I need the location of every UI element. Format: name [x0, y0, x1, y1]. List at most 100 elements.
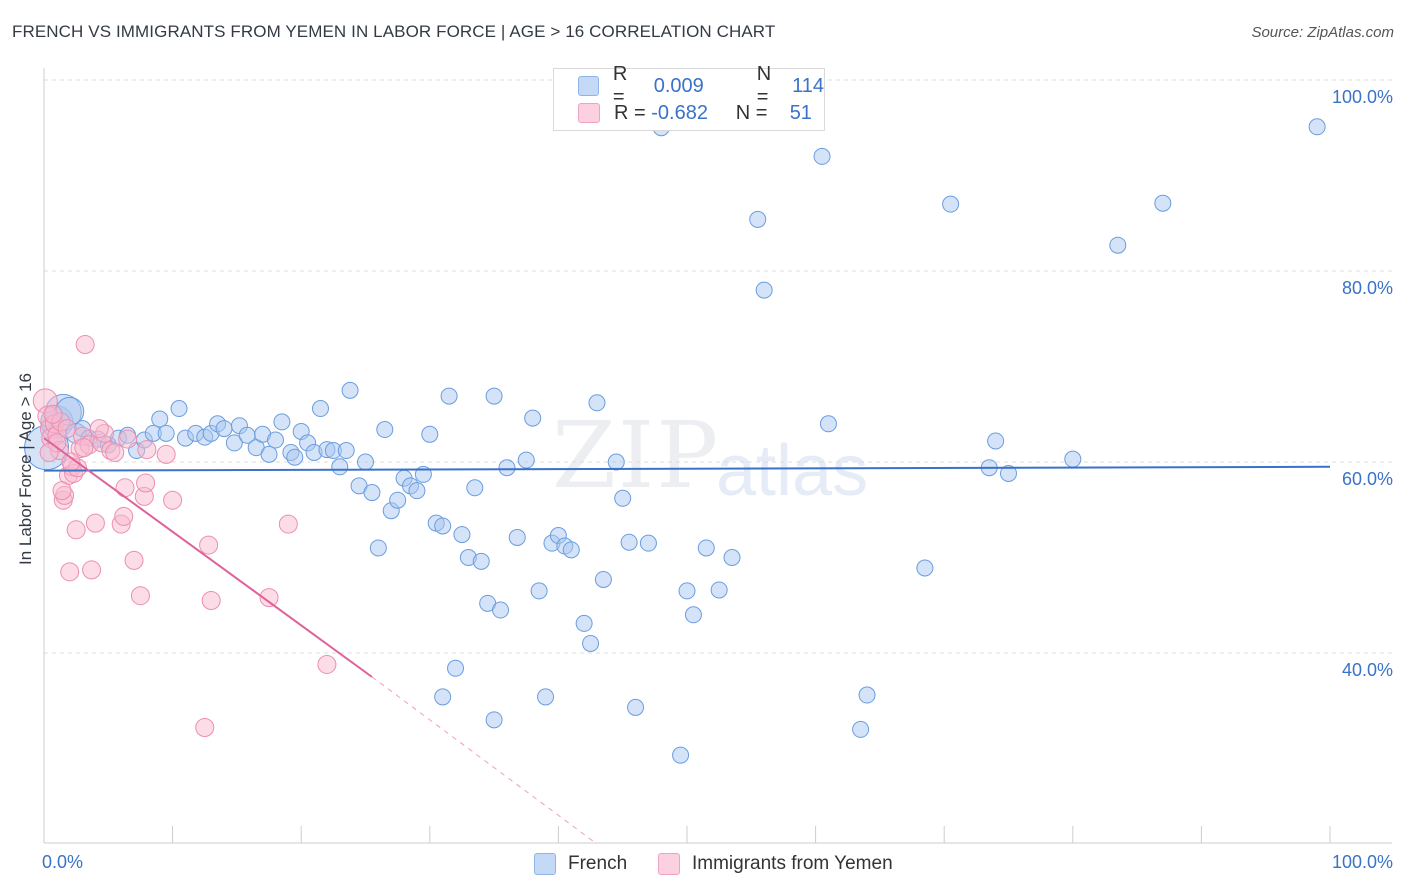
yemen-point: [60, 562, 80, 582]
french-point: [170, 400, 188, 418]
french-point: [389, 491, 407, 509]
french-point: [723, 549, 741, 566]
y-tick-label: 60.0%: [1341, 469, 1393, 489]
yemen-point: [201, 590, 221, 610]
watermark-atlas: atlas: [716, 431, 869, 511]
yemen-trendline-extension: [371, 676, 598, 845]
legend-label-french: French: [568, 853, 628, 874]
french-point: [582, 634, 600, 652]
french-point: [562, 541, 580, 559]
y-tick-label: 40.0%: [1341, 660, 1393, 680]
french-point: [447, 659, 465, 677]
yemen-point: [114, 506, 134, 526]
n-value: 51: [789, 101, 812, 124]
french-point: [639, 534, 657, 552]
french-point: [678, 582, 696, 600]
french-point: [916, 559, 934, 577]
french-point: [408, 482, 426, 500]
french-point: [537, 688, 555, 706]
french-point: [341, 381, 359, 399]
french-point: [434, 517, 452, 535]
yemen-point: [118, 429, 138, 449]
french-swatch: [578, 76, 599, 96]
yemen-point: [199, 535, 219, 555]
r-value: 0.009: [653, 74, 704, 97]
yemen-point: [75, 335, 95, 355]
french-point: [498, 459, 516, 477]
r-value: -0.682: [651, 101, 708, 124]
french-point: [620, 533, 638, 551]
french-point: [363, 484, 381, 502]
french-point: [1308, 118, 1326, 136]
watermark-zip: ZIP: [552, 402, 721, 509]
french-point: [376, 421, 394, 439]
yemen-point: [39, 442, 59, 462]
legend-item-yemen[interactable]: Immigrants from Yemen: [658, 851, 893, 877]
french-point: [588, 394, 606, 412]
r-label: R =: [612, 63, 628, 108]
yemen-point: [66, 520, 86, 540]
legend-label-yemen: Immigrants from Yemen: [692, 853, 893, 874]
yemen-point: [130, 586, 150, 606]
yemen-point: [195, 717, 215, 737]
legend-item-french[interactable]: French: [534, 851, 627, 877]
x-tick-label: 0.0%: [42, 852, 84, 872]
french-point: [260, 445, 278, 463]
french-point: [485, 711, 503, 729]
french-point: [749, 210, 767, 228]
yemen-point: [163, 490, 183, 510]
french-point: [151, 410, 169, 428]
source-label: Source: ZipAtlas.com: [1251, 24, 1394, 41]
french-point: [697, 539, 715, 557]
yemen-point: [156, 444, 176, 464]
french-point: [331, 458, 349, 476]
n-label: N =: [735, 101, 768, 124]
french-point: [434, 688, 452, 706]
french-point: [273, 413, 291, 431]
yemen-point: [89, 419, 109, 439]
french-point: [369, 539, 387, 557]
yemen-point: [82, 560, 102, 580]
french-point: [852, 720, 870, 738]
french-point: [225, 434, 243, 452]
yemen-point: [278, 514, 298, 534]
french-legend-swatch: [534, 853, 556, 875]
r-label: R =: [614, 101, 646, 124]
yemen-point: [105, 442, 125, 462]
yemen-point: [85, 513, 105, 533]
french-point: [819, 415, 837, 433]
y-tick-label: 80.0%: [1341, 278, 1393, 298]
french-point: [987, 432, 1005, 450]
french-point: [472, 552, 490, 570]
french-point: [421, 425, 439, 443]
french-point: [485, 387, 503, 405]
french-point: [1000, 464, 1017, 482]
french-point: [594, 570, 612, 588]
chart-title: FRENCH VS IMMIGRANTS FROM YEMEN IN LABOR…: [12, 22, 776, 41]
yemen-point: [74, 438, 94, 458]
french-point: [627, 698, 645, 716]
stats-legend-row-yemen: R = -0.682 N = 51: [578, 101, 812, 125]
french-point: [710, 581, 728, 599]
yemen-point: [137, 440, 157, 460]
french-point: [492, 601, 510, 619]
french-point: [266, 431, 284, 449]
yemen-point: [57, 419, 77, 439]
french-point: [813, 147, 831, 165]
french-point: [357, 453, 374, 471]
yemen-swatch: [578, 103, 600, 123]
yemen-legend-swatch: [658, 853, 680, 875]
n-value: 114: [792, 74, 824, 97]
french-point: [1064, 450, 1082, 468]
french-point: [575, 614, 593, 632]
french-point: [755, 281, 773, 299]
french-point: [942, 195, 960, 213]
yemen-point: [52, 481, 72, 501]
french-point: [858, 686, 876, 704]
stats-legend: R = 0.009 N = 114 R = -0.682 N = 51: [553, 63, 825, 131]
french-point: [1109, 236, 1127, 254]
french-point: [337, 442, 355, 460]
french-point: [453, 526, 471, 544]
x-tick-label: 100.0%: [1331, 852, 1393, 872]
